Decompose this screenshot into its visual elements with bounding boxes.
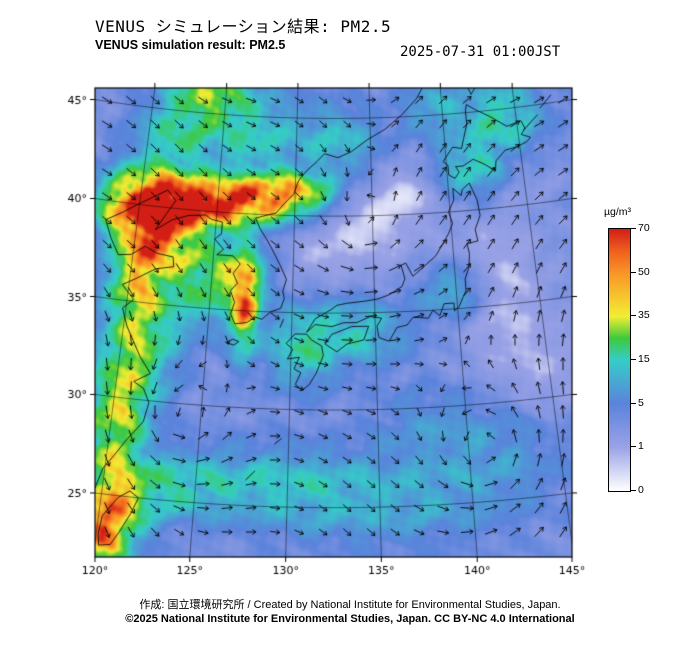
colorbar-tick-mark — [631, 446, 636, 448]
footer-credit: 作成: 国立環境研究所 / Created by National Instit… — [139, 599, 561, 611]
colorbar-tick-label: 35 — [638, 309, 650, 322]
colorbar-tick-label: 5 — [638, 396, 644, 409]
colorbar-tick-label: 70 — [638, 222, 650, 234]
footer-license: ©2025 National Institute for Environment… — [125, 613, 575, 625]
timestamp: 2025-07-31 01:00JST — [400, 44, 561, 60]
page-title-japanese: VENUS シミュレーション結果: PM2.5 — [95, 17, 392, 36]
colorbar-ticks: 70 50 35 15 5 1 0 — [598, 204, 698, 514]
pm25-concentration-map — [50, 80, 595, 585]
colorbar-tick-label: 15 — [638, 353, 650, 365]
colorbar-tick-label: 1 — [638, 440, 644, 453]
page-title-english: VENUS simulation result: PM2.5 — [95, 38, 286, 52]
colorbar: µg/m³ 70 50 35 15 5 1 0 — [598, 204, 698, 514]
colorbar-tick-mark — [631, 228, 636, 229]
colorbar-gradient — [608, 228, 631, 492]
colorbar-tick-mark — [631, 271, 636, 273]
colorbar-tick-mark — [631, 315, 636, 317]
colorbar-tick-mark — [631, 490, 636, 491]
colorbar-tick-mark — [631, 402, 636, 404]
colorbar-tick-label: 0 — [638, 484, 644, 496]
colorbar-unit-label: µg/m³ — [604, 206, 632, 218]
colorbar-tick-mark — [631, 359, 636, 360]
colorbar-tick-label: 50 — [638, 265, 650, 278]
